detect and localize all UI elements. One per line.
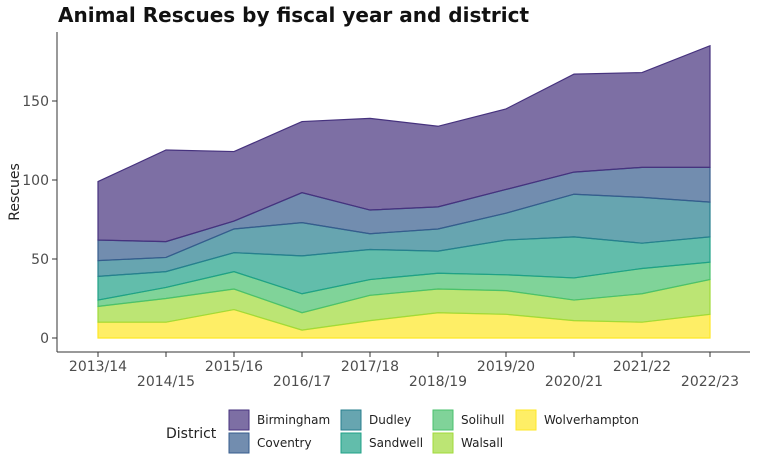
legend-key-solihull xyxy=(432,409,454,431)
legend-key-walsall xyxy=(432,432,454,454)
legend-label-dudley: Dudley xyxy=(369,413,411,427)
x-tick-label: 2021/22 xyxy=(613,359,671,375)
area-layer xyxy=(97,44,711,339)
axes xyxy=(56,32,750,353)
legend-label-solihull: Solihull xyxy=(461,413,505,427)
x-tick-label: 2020/21 xyxy=(545,374,603,390)
legend-title: District xyxy=(166,426,217,442)
y-tick-label: 100 xyxy=(22,173,49,189)
x-tick-label: 2016/17 xyxy=(273,374,331,390)
legend-key-birmingham xyxy=(228,409,250,431)
legend-label-coventry: Coventry xyxy=(257,436,312,450)
legend-key-sandwell xyxy=(340,432,362,454)
y-tick-label: 0 xyxy=(40,331,49,347)
legend-label-walsall: Walsall xyxy=(461,436,503,450)
y-axis-title: Rescues xyxy=(7,163,23,220)
y-ticks: 0 50 100 150 xyxy=(22,94,57,347)
x-tick-label: 2013/14 xyxy=(69,359,127,375)
legend: District Birmingham Coventry Dudley Sandwel… xyxy=(166,409,639,454)
x-tick-label: 2022/23 xyxy=(681,374,739,390)
legend-label-birmingham: Birmingham xyxy=(257,413,330,427)
x-tick-label: 2014/15 xyxy=(137,374,195,390)
x-ticks: 2013/14 2014/15 2015/16 2016/17 2017/18 2018/… xyxy=(69,352,739,390)
y-tick-label: 150 xyxy=(22,94,49,110)
legend-label-sandwell: Sandwell xyxy=(369,436,423,450)
x-tick-label: 2015/16 xyxy=(205,359,263,375)
legend-label-wolverhampton: Wolverhampton xyxy=(544,413,639,427)
x-tick-label: 2017/18 xyxy=(341,359,399,375)
x-tick-label: 2019/20 xyxy=(477,359,535,375)
legend-key-wolverhampton xyxy=(515,409,537,431)
legend-key-dudley xyxy=(340,409,362,431)
chart-title: Animal Rescues by fiscal year and distri… xyxy=(58,3,530,27)
area-birmingham xyxy=(97,44,711,243)
legend-key-coventry xyxy=(228,432,250,454)
y-tick-label: 50 xyxy=(31,252,49,268)
x-tick-label: 2018/19 xyxy=(409,374,467,390)
